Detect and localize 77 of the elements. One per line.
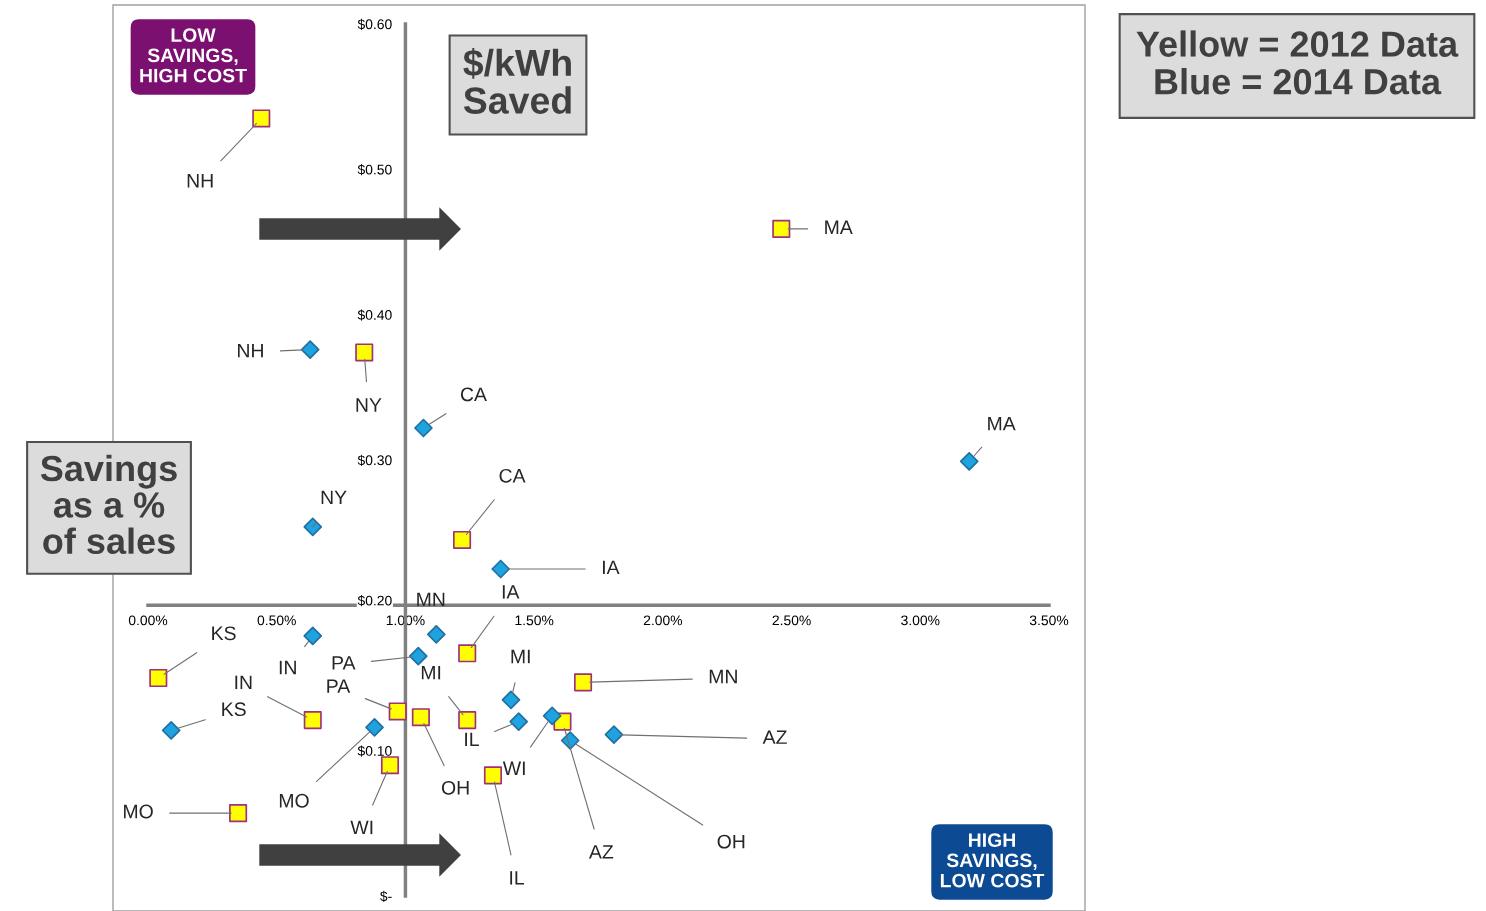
y-tick-label: $0.10 [357,745,392,757]
annotation: IN [279,660,296,675]
annotation: IL [510,871,525,885]
annotation: CA [499,468,526,483]
y-tick-label: $0.20 [357,595,392,607]
annotation: MI [511,649,530,664]
x-tick-label: 2.00% [643,615,683,626]
y-axis-title: $/kWh Saved [463,48,571,114]
y-tick-label: $0.60 [357,18,392,30]
annotation: MA [825,220,853,234]
annotation: MO [279,793,309,808]
point [574,673,593,692]
point [458,711,477,730]
point [542,706,562,726]
x-tick-label: 0.50% [257,615,296,626]
x-tick-label: 3.50% [1029,615,1069,626]
annotation: IA [603,560,620,575]
annotation: OH [717,834,745,849]
annotation: HIGH SAVINGS, LOW COST [940,833,1045,888]
point [355,343,374,362]
point [483,766,503,785]
y-tick-label: $- [380,890,392,902]
y-tick-label: $0.30 [357,454,392,466]
annotation: MI [421,665,441,680]
annotation: OH [441,780,469,795]
annotation: IA [502,585,520,599]
point [509,712,529,731]
point [303,626,323,646]
point [303,517,323,537]
x-axis-title: Savings as a % of sales [40,454,177,555]
annotation: IN [235,675,252,690]
text: Yellow = 2012 Data Blue = 2014 Data [1136,30,1459,95]
x-tick-label: 1.50% [515,615,554,626]
annotation: MN [417,592,445,607]
annotation: MO [124,804,153,819]
point [501,690,521,710]
point [252,109,271,128]
point [365,718,384,737]
x-tick-label: 0.00% [128,615,168,626]
point [772,219,791,238]
annotation: KS [222,702,246,717]
annotation: LOW SAVINGS, HIGH COST [140,28,247,83]
annotation: IL [465,732,479,747]
point [408,646,428,666]
annotation: NH [238,343,263,358]
point [380,756,400,775]
annotation: PA [332,656,356,670]
point [161,720,181,740]
annotation: AZ [588,845,614,859]
point [426,625,446,644]
annotation: WI [350,820,373,835]
y-tick-label: $0.50 [357,164,392,176]
annotation: KS [212,626,236,641]
annotation: MA [988,416,1016,431]
point [458,644,477,663]
point [229,804,248,823]
point [959,452,979,471]
point [491,559,511,579]
annotation: MN [709,669,737,684]
annotation: AZ [762,730,787,744]
annotation: NY [356,398,382,412]
point [604,725,624,745]
annotation: NH [187,174,213,188]
point [453,530,472,549]
annotation: WI [502,761,525,775]
annotation: PA [327,679,351,693]
x-tick-label: 3.00% [901,615,940,626]
annotation: NY [321,490,347,505]
point [388,702,407,721]
annotation: CA [460,387,487,402]
point [300,340,320,359]
point [414,418,433,438]
x-tick-label: 2.50% [772,615,811,626]
point [303,711,322,730]
y-tick-label: $0.40 [357,309,392,321]
point [411,708,430,727]
point [149,668,168,688]
